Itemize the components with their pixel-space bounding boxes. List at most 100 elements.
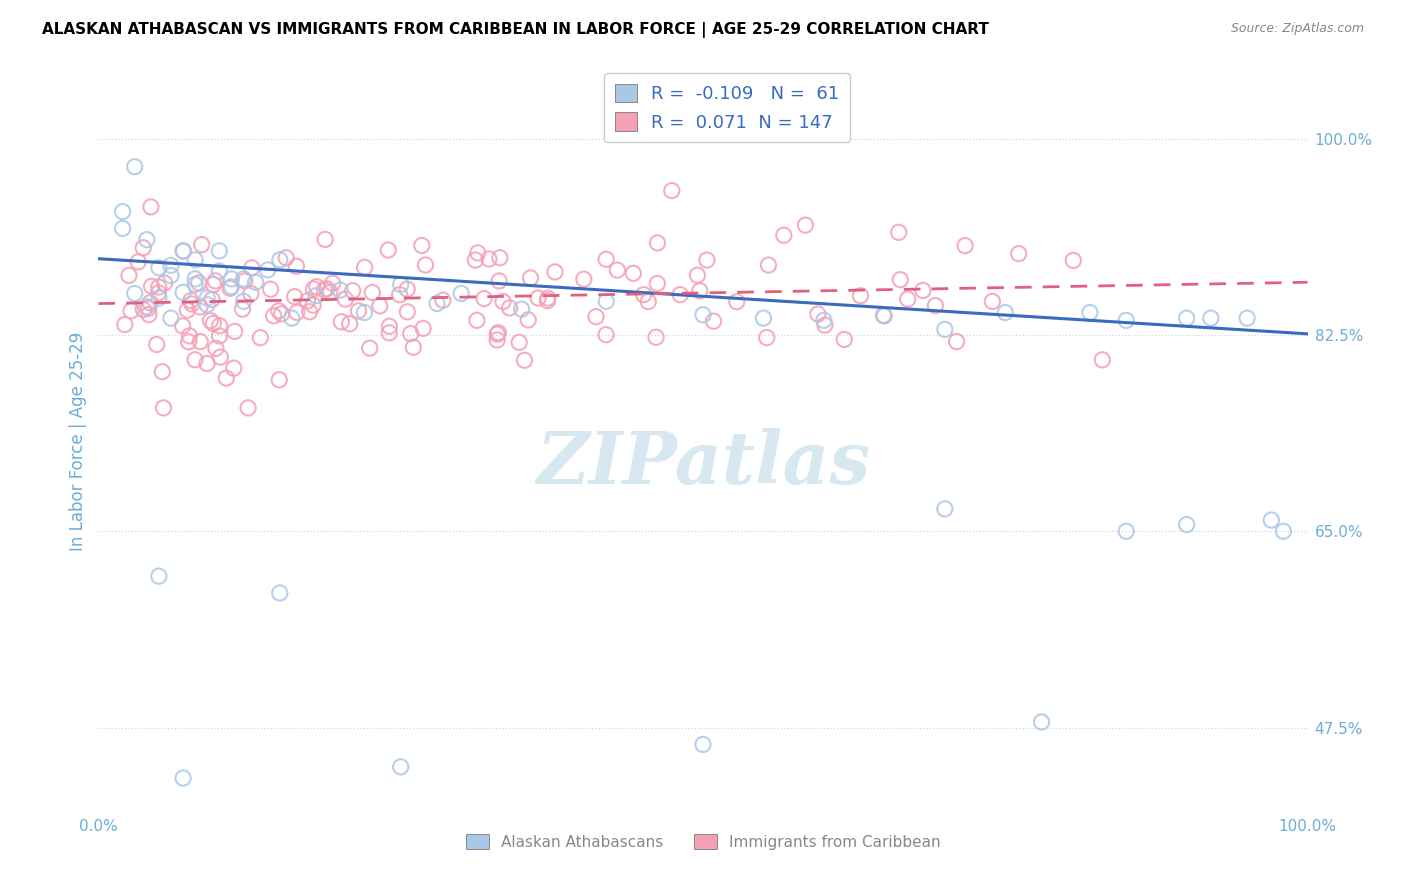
Point <box>127 255 149 269</box>
Text: Source: ZipAtlas.com: Source: ZipAtlas.com <box>1230 22 1364 36</box>
Point <box>200 313 222 327</box>
Point <box>150 365 173 379</box>
Y-axis label: In Labor Force | Age 25-29: In Labor Force | Age 25-29 <box>69 332 87 551</box>
Point <box>689 284 711 298</box>
Legend: Alaskan Athabascans, Immigrants from Caribbean: Alaskan Athabascans, Immigrants from Car… <box>460 828 946 856</box>
Point <box>314 232 336 246</box>
Point <box>517 313 540 327</box>
Point <box>180 293 202 308</box>
Point <box>486 327 509 342</box>
Point <box>148 569 170 583</box>
Point <box>179 329 201 343</box>
Point <box>492 294 515 309</box>
Point <box>145 337 167 351</box>
Point <box>284 290 307 304</box>
Point <box>139 295 162 310</box>
Point <box>111 204 134 219</box>
Point <box>209 350 232 364</box>
Point <box>124 160 146 174</box>
Point <box>1031 714 1053 729</box>
Point <box>269 373 291 387</box>
Point <box>298 304 321 318</box>
Point <box>981 294 1004 309</box>
Point <box>285 305 308 319</box>
Text: ZIPatlas: ZIPatlas <box>536 428 870 500</box>
Point <box>302 282 325 296</box>
Point <box>297 293 319 308</box>
Point <box>208 329 231 343</box>
Text: ALASKAN ATHABASCAN VS IMMIGRANTS FROM CARIBBEAN IN LABOR FORCE | AGE 25-29 CORRE: ALASKAN ATHABASCAN VS IMMIGRANTS FROM CA… <box>42 22 988 38</box>
Point <box>249 331 271 345</box>
Point <box>368 299 391 313</box>
Point <box>180 297 202 311</box>
Point <box>219 281 242 295</box>
Point <box>814 318 837 333</box>
Point <box>536 293 558 308</box>
Point <box>696 253 718 268</box>
Point <box>256 263 278 277</box>
Point <box>432 293 454 308</box>
Point <box>335 292 357 306</box>
Point <box>148 291 170 305</box>
Point <box>519 271 541 285</box>
Point <box>412 321 434 335</box>
Point <box>177 334 200 349</box>
Point <box>269 252 291 267</box>
Point <box>285 260 308 274</box>
Point <box>832 333 855 347</box>
Point <box>172 771 194 785</box>
Point <box>118 268 141 283</box>
Point <box>208 264 231 278</box>
Point <box>595 294 617 309</box>
Point <box>1199 311 1222 326</box>
Point <box>184 252 207 267</box>
Point <box>945 334 967 349</box>
Point <box>221 272 243 286</box>
Point <box>152 401 174 415</box>
Point <box>184 277 207 292</box>
Point <box>378 319 401 334</box>
Point <box>329 283 352 297</box>
Point <box>120 304 142 318</box>
Point <box>330 315 353 329</box>
Point <box>114 318 136 332</box>
Point <box>686 268 709 283</box>
Point <box>132 241 155 255</box>
Point <box>934 322 956 336</box>
Point <box>807 307 830 321</box>
Point <box>269 586 291 600</box>
Point <box>148 280 170 294</box>
Point <box>994 305 1017 319</box>
Point <box>205 342 228 356</box>
Point <box>263 309 285 323</box>
Point <box>267 303 290 318</box>
Point <box>160 268 183 283</box>
Point <box>315 282 337 296</box>
Point <box>148 285 170 300</box>
Point <box>172 244 194 259</box>
Point <box>544 265 567 279</box>
Point <box>1175 311 1198 326</box>
Point <box>135 300 157 314</box>
Point <box>488 274 510 288</box>
Point <box>508 335 530 350</box>
Point <box>342 284 364 298</box>
Point <box>172 318 194 333</box>
Point <box>322 277 344 291</box>
Point <box>415 258 437 272</box>
Point <box>190 237 212 252</box>
Point <box>953 238 976 252</box>
Point <box>204 274 226 288</box>
Point <box>305 289 328 303</box>
Point <box>389 760 412 774</box>
Point <box>934 501 956 516</box>
Point <box>758 258 780 272</box>
Point <box>347 304 370 318</box>
Point <box>647 235 669 250</box>
Point <box>232 294 254 309</box>
Point <box>188 300 211 314</box>
Point <box>138 301 160 316</box>
Point <box>647 277 669 291</box>
Point <box>897 292 920 306</box>
Point <box>221 279 243 293</box>
